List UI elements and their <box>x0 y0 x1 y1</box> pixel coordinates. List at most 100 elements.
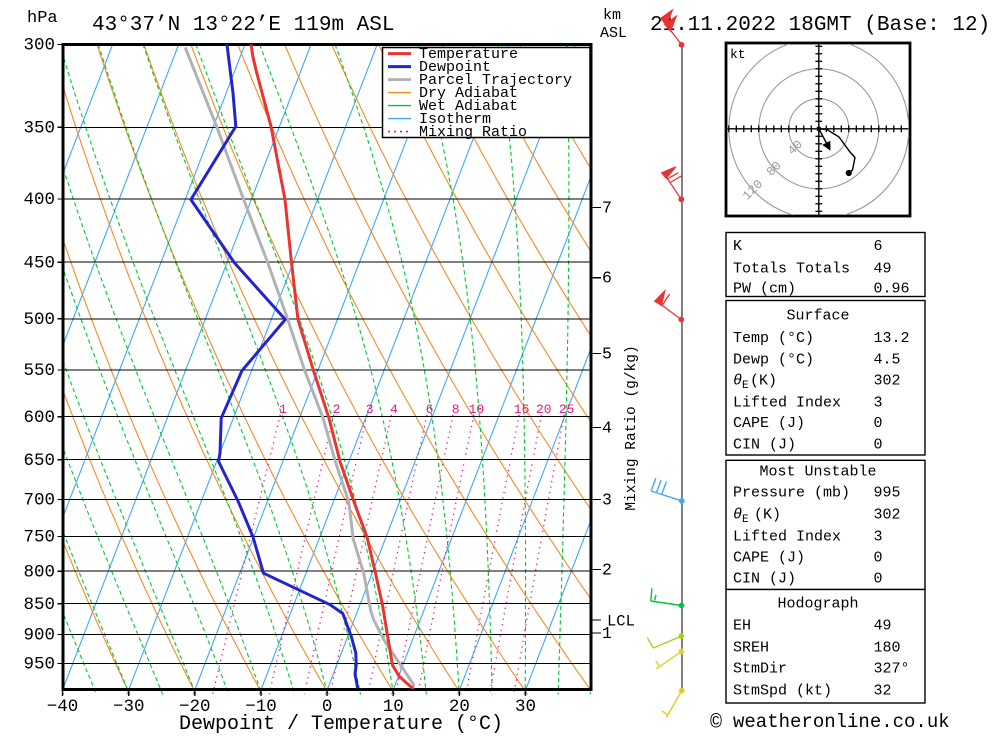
svg-text:550: 550 <box>23 361 55 381</box>
svg-text:CAPE (J): CAPE (J) <box>733 415 805 432</box>
svg-text:3: 3 <box>874 529 883 546</box>
svg-text:49: 49 <box>874 261 892 278</box>
svg-text:StmSpd (kt): StmSpd (kt) <box>733 683 832 700</box>
svg-text:3: 3 <box>366 402 374 417</box>
svg-text:750: 750 <box>23 528 55 548</box>
svg-text:Dewpoint: Dewpoint <box>419 59 491 76</box>
svg-text:(K): (K) <box>750 373 777 390</box>
svg-text:E: E <box>742 514 749 526</box>
svg-text:Surface: Surface <box>786 308 849 325</box>
svg-text:Parcel Trajectory: Parcel Trajectory <box>419 72 572 89</box>
svg-text:−40: −40 <box>47 697 79 717</box>
svg-text:StmDir: StmDir <box>733 661 787 678</box>
svg-text:1: 1 <box>602 624 612 643</box>
svg-text:49: 49 <box>874 618 892 635</box>
svg-text:Most Unstable: Most Unstable <box>759 464 876 481</box>
svg-text:Pressure (mb): Pressure (mb) <box>733 485 850 502</box>
svg-text:21.11.2022 18GMT (Base: 12): 21.11.2022 18GMT (Base: 12) <box>650 14 990 37</box>
svg-text:Lifted Index: Lifted Index <box>733 395 841 412</box>
svg-text:E: E <box>742 380 749 392</box>
svg-text:800: 800 <box>23 562 55 582</box>
svg-text:25: 25 <box>559 402 575 417</box>
svg-text:7: 7 <box>602 199 612 218</box>
svg-text:3: 3 <box>602 490 612 509</box>
svg-text:5: 5 <box>602 345 612 364</box>
svg-text:850: 850 <box>23 595 55 615</box>
svg-text:0.96: 0.96 <box>874 281 910 298</box>
svg-text:450: 450 <box>23 253 55 273</box>
svg-text:43°37’N 13°22’E 119m ASL: 43°37’N 13°22’E 119m ASL <box>92 14 394 37</box>
svg-text:PW (cm): PW (cm) <box>733 281 796 298</box>
svg-text:−20: −20 <box>179 697 211 717</box>
svg-text:13.2: 13.2 <box>874 330 910 347</box>
svg-text:θ: θ <box>733 507 742 524</box>
svg-text:900: 900 <box>23 626 55 646</box>
svg-text:K: K <box>733 238 742 255</box>
svg-text:8: 8 <box>452 402 460 417</box>
svg-text:Temperature: Temperature <box>419 46 518 63</box>
svg-text:Temp (°C): Temp (°C) <box>733 330 814 347</box>
svg-text:−10: −10 <box>245 697 277 717</box>
svg-text:4: 4 <box>390 402 398 417</box>
svg-text:CAPE (J): CAPE (J) <box>733 550 805 567</box>
svg-text:(K): (K) <box>754 507 781 524</box>
svg-text:302: 302 <box>874 373 901 390</box>
svg-text:−30: −30 <box>113 697 145 717</box>
svg-text:4.5: 4.5 <box>874 352 901 369</box>
svg-text:995: 995 <box>874 485 901 502</box>
svg-text:Dewp (°C): Dewp (°C) <box>733 352 814 369</box>
svg-text:400: 400 <box>23 190 55 210</box>
svg-text:SREH: SREH <box>733 640 769 657</box>
svg-text:Totals Totals: Totals Totals <box>733 261 850 278</box>
svg-text:20: 20 <box>536 402 552 417</box>
svg-text:ASL: ASL <box>600 25 627 42</box>
svg-text:0: 0 <box>874 436 883 453</box>
svg-text:300: 300 <box>23 36 55 56</box>
svg-text:600: 600 <box>23 408 55 428</box>
svg-text:6: 6 <box>602 269 612 288</box>
svg-text:4: 4 <box>602 418 612 437</box>
svg-text:km: km <box>603 7 621 24</box>
svg-text:20: 20 <box>449 697 470 717</box>
svg-text:6: 6 <box>874 238 883 255</box>
svg-text:Lifted Index: Lifted Index <box>733 529 841 546</box>
svg-text:6: 6 <box>426 402 434 417</box>
svg-text:hPa: hPa <box>27 9 58 28</box>
svg-text:EH: EH <box>733 618 751 635</box>
svg-text:30: 30 <box>515 697 536 717</box>
svg-text:weatheronline.co.uk: weatheronline.co.uk <box>733 711 950 733</box>
svg-text:350: 350 <box>23 119 55 139</box>
svg-text:0: 0 <box>874 550 883 567</box>
svg-text:Mixing Ratio (g/kg): Mixing Ratio (g/kg) <box>624 345 640 510</box>
svg-text:©: © <box>710 712 722 733</box>
svg-text:Hodograph: Hodograph <box>777 596 858 613</box>
svg-text:3: 3 <box>874 395 883 412</box>
svg-text:700: 700 <box>23 491 55 511</box>
svg-text:10: 10 <box>469 402 485 417</box>
svg-text:0: 0 <box>322 697 333 717</box>
svg-text:950: 950 <box>23 655 55 675</box>
svg-text:0: 0 <box>874 571 883 588</box>
svg-text:2: 2 <box>333 402 341 417</box>
svg-text:kt: kt <box>730 47 746 62</box>
svg-text:Mixing Ratio: Mixing Ratio <box>419 124 527 141</box>
svg-text:32: 32 <box>874 683 892 700</box>
svg-text:Dewpoint / Temperature (°C): Dewpoint / Temperature (°C) <box>179 713 503 733</box>
svg-text:0: 0 <box>874 415 883 432</box>
svg-text:CIN (J): CIN (J) <box>733 436 796 453</box>
svg-text:650: 650 <box>23 451 55 471</box>
svg-text:10: 10 <box>383 697 404 717</box>
svg-text:Isotherm: Isotherm <box>419 111 491 128</box>
svg-text:CIN (J): CIN (J) <box>733 571 796 588</box>
svg-text:500: 500 <box>23 310 55 330</box>
svg-text:302: 302 <box>874 507 901 524</box>
svg-text:Wet Adiabat: Wet Adiabat <box>419 98 518 115</box>
svg-text:LCL: LCL <box>607 613 635 631</box>
svg-text:2: 2 <box>602 561 612 580</box>
svg-text:16: 16 <box>514 402 530 417</box>
svg-text:327°: 327° <box>874 661 910 678</box>
svg-text:θ: θ <box>733 373 742 390</box>
svg-text:Dry Adiabat: Dry Adiabat <box>419 85 518 102</box>
svg-text:1: 1 <box>279 402 287 417</box>
svg-text:180: 180 <box>874 640 901 657</box>
